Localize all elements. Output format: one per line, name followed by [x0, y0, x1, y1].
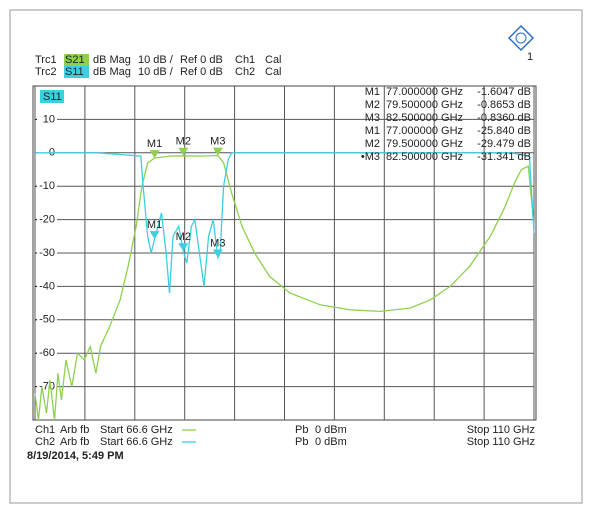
marker: [178, 243, 189, 252]
footer-text: Stop 110 GHz: [467, 436, 535, 448]
footer-text: Start 66.6 GHz: [100, 436, 173, 448]
header-text: S21: [65, 54, 85, 66]
footer-text: 0 dBm: [315, 436, 347, 448]
header-text: Trc2: [35, 66, 57, 78]
marker-label: M1: [147, 138, 162, 150]
y-tick-label: -60: [39, 347, 55, 359]
y-tick-bg: [37, 213, 57, 226]
timestamp: 8/19/2014, 5:49 PM: [27, 450, 124, 462]
marker: [149, 231, 160, 240]
header-text: dB Mag: [93, 54, 131, 66]
header-text: 10 dB /: [138, 66, 174, 78]
marker-freq: 77.000000 GHz: [386, 86, 463, 98]
y-tick-label: 10: [43, 113, 55, 125]
footer-text: Pb: [295, 436, 308, 448]
marker-freq: 82.500000 GHz: [386, 151, 463, 163]
y-tick-bg: [37, 347, 57, 360]
header-text: Ch2: [235, 66, 255, 78]
marker-value: -29.479 dB: [477, 138, 531, 150]
trace-label-bg: [40, 90, 64, 103]
y-tick-label: -30: [39, 247, 55, 259]
header-text: dB Mag: [93, 66, 131, 78]
logo-mark: [515, 32, 527, 44]
footer-text: Arb fb: [60, 436, 89, 448]
marker-label: M1: [147, 219, 162, 231]
marker: [149, 150, 160, 159]
marker: [212, 249, 223, 258]
y-tick-bg: [37, 113, 57, 126]
marker-name: M2: [365, 138, 380, 150]
y-tick-label: -50: [39, 314, 55, 326]
marker-name: •M3: [361, 151, 380, 163]
footer-text: Start 66.6 GHz: [100, 424, 173, 436]
marker-value: -31.341 dB: [477, 151, 531, 163]
header-text: Ch1: [235, 54, 255, 66]
y-tick-bg: [37, 247, 57, 259]
marker: [212, 147, 223, 156]
footer-text: Ch2: [35, 436, 55, 448]
trace-badge: [64, 54, 89, 66]
marker-label: M2: [176, 136, 191, 148]
marker-value: -0.8653 dB: [477, 99, 531, 111]
marker-label: M3: [210, 237, 225, 249]
marker-label: M3: [210, 135, 225, 147]
marker-name: M1: [365, 125, 380, 137]
footer-text: Arb fb: [60, 424, 89, 436]
header-text: Ref 0 dB: [180, 54, 223, 66]
marker-name: M3: [365, 112, 380, 124]
trace-label: S11: [43, 91, 62, 103]
header-text: Ref 0 dB: [180, 66, 223, 78]
trace-line: [35, 152, 535, 294]
header-text: Cal: [265, 66, 282, 78]
footer-text: Stop 110 GHz: [467, 424, 535, 436]
y-tick-bg: [37, 280, 57, 293]
y-tick-label: -40: [39, 280, 55, 292]
y-tick-label: -10: [39, 180, 55, 192]
footer-text: Pb: [295, 424, 308, 436]
marker-label: M2: [176, 231, 191, 243]
window-number: 1: [527, 51, 533, 63]
marker: [178, 147, 189, 156]
marker-value: -1.6047 dB: [477, 86, 531, 98]
y-tick-label: -20: [39, 214, 55, 226]
marker-value: -0.8360 dB: [477, 112, 531, 124]
marker-name: M2: [365, 99, 380, 111]
trace-badge: [64, 66, 89, 78]
header-text: S11: [65, 66, 84, 78]
header-text: Trc1: [35, 54, 57, 66]
y-tick-bg: [37, 313, 57, 326]
marker-freq: 79.500000 GHz: [386, 138, 463, 150]
marker-freq: 79.500000 GHz: [386, 99, 463, 111]
header-text: 10 dB /: [138, 54, 174, 66]
header-text: Cal: [265, 54, 282, 66]
marker-freq: 77.000000 GHz: [386, 125, 463, 137]
marker-value: -25.840 dB: [477, 125, 531, 137]
footer-text: 0 dBm: [315, 424, 347, 436]
footer-text: Ch1: [35, 424, 55, 436]
logo: [507, 24, 535, 52]
trace-line: [34, 154, 535, 421]
y-tick-bg: [37, 180, 57, 193]
marker-freq: 82.500000 GHz: [386, 112, 463, 124]
marker-name: M1: [365, 86, 380, 98]
